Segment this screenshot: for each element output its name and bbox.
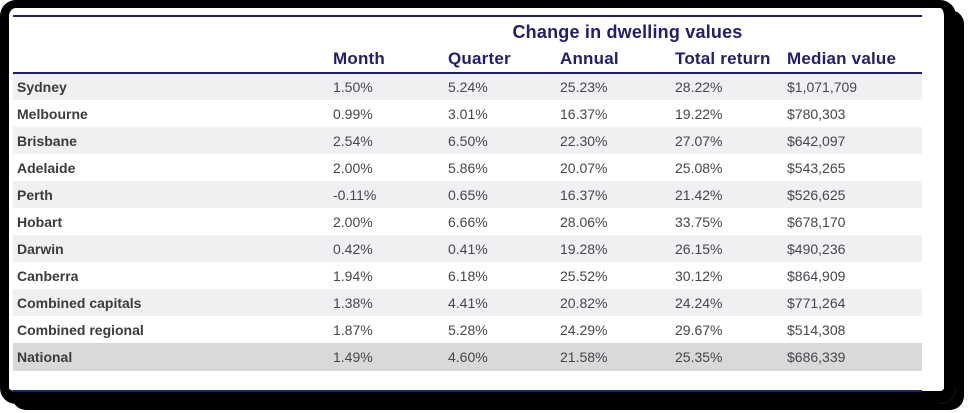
cell-total-return: 24.24% [675,289,787,316]
cell-month: 2.54% [333,127,448,154]
row-label: Adelaide [17,159,76,176]
row-label: Brisbane [13,127,333,154]
cell-quarter: 0.65% [448,181,560,208]
top-divider [13,15,922,17]
cell-total-return: 25.35% [675,343,787,371]
row-label: Perth [13,181,333,208]
cell-median-value: $526,625 [787,181,922,208]
table-row-sydney: Sydney 1.50% 5.24% 25.23% 28.22% $1,071,… [13,73,922,100]
cell-annual: 25.52% [560,267,608,284]
column-header-annual: Annual [560,47,675,74]
cell-total-return: 27.07% [675,127,787,154]
cell-quarter: 4.60% [448,343,560,371]
cell-median-value: $780,303 [787,105,846,122]
bottom-divider [13,390,922,392]
cell-month: 1.49% [333,343,448,371]
column-header-month: Month [333,47,448,74]
cell-median-value: $1,071,709 [787,73,922,100]
dwelling-values-table: Month Quarter Annual Total return Median… [13,47,922,371]
cell-quarter: 6.50% [448,127,560,154]
cell-annual: 24.29% [560,321,608,338]
cell-month: 1.38% [333,289,448,316]
cell-median-value: $642,097 [787,127,922,154]
cell-median-value: $864,909 [787,267,846,284]
cell-month: 1.94% [333,267,373,284]
cell-total-return: 19.22% [675,105,723,122]
table-row-brisbane: Brisbane 2.54% 6.50% 22.30% 27.07% $642,… [13,127,922,154]
table-row-hobart: Hobart 2.00% 6.66% 28.06% 33.75% $678,17… [13,208,922,235]
row-label: Combined regional [17,321,144,338]
table-row-combined-capitals: Combined capitals 1.38% 4.41% 20.82% 24.… [13,289,922,316]
cell-month: -0.11% [333,181,448,208]
cell-median-value: $678,170 [787,213,846,230]
row-header-spacer [13,47,333,74]
cell-quarter: 3.01% [448,105,488,122]
cell-annual: 28.06% [560,213,608,230]
cell-month: 1.87% [333,321,373,338]
cell-quarter: 6.66% [448,213,488,230]
row-label: Melbourne [17,105,88,122]
cell-annual: 22.30% [560,127,675,154]
column-header-quarter: Quarter [448,47,560,74]
cell-total-return: 26.15% [675,235,787,262]
table-row-canberra: Canberra 1.94% 6.18% 25.52% 30.12% $864,… [13,262,922,289]
cell-month: 2.00% [333,159,373,176]
cell-annual: 25.23% [560,73,675,100]
cell-median-value: $543,265 [787,159,846,176]
cell-total-return: 33.75% [675,213,723,230]
cell-annual: 21.58% [560,343,675,371]
cell-median-value: $686,339 [787,343,922,371]
cell-median-value: $771,264 [787,289,922,316]
cell-annual: 16.37% [560,181,675,208]
cell-total-return: 29.67% [675,321,723,338]
row-label: Hobart [17,213,63,230]
table-row-perth: Perth -0.11% 0.65% 16.37% 21.42% $526,62… [13,181,922,208]
row-label: Canberra [17,267,79,284]
row-label: Sydney [13,73,333,100]
cell-annual: 19.28% [560,235,675,262]
column-header-total-return: Total return [675,47,787,74]
table-row-adelaide: Adelaide 2.00% 5.86% 20.07% 25.08% $543,… [13,154,922,181]
table-title: Change in dwelling values [512,22,743,42]
cell-annual: 20.82% [560,289,675,316]
cell-month: 2.00% [333,213,373,230]
row-label: Darwin [13,235,333,262]
table-row-melbourne: Melbourne 0.99% 3.01% 16.37% 19.22% $780… [13,100,922,127]
header-row: Month Quarter Annual Total return Median… [13,47,922,74]
cell-quarter: 0.41% [448,235,560,262]
column-header-median-value: Median value [787,47,922,74]
cell-month: 1.50% [333,73,448,100]
cell-quarter: 6.18% [448,267,488,284]
cell-median-value: $490,236 [787,235,922,262]
row-label: National [13,343,333,371]
cell-total-return: 30.12% [675,267,723,284]
cell-total-return: 21.42% [675,181,787,208]
cell-quarter: 5.28% [448,321,488,338]
cell-month: 0.99% [333,105,373,122]
cell-quarter: 4.41% [448,289,560,316]
cell-total-return: 25.08% [675,159,723,176]
table-row-darwin: Darwin 0.42% 0.41% 19.28% 26.15% $490,23… [13,235,922,262]
title-row: Change in dwelling values [13,17,922,47]
cell-month: 0.42% [333,235,448,262]
dwelling-values-table-panel: Change in dwelling values Month Quarter … [13,15,922,392]
cell-quarter: 5.86% [448,159,488,176]
table-row-national: National 1.49% 4.60% 21.58% 25.35% $686,… [13,343,922,371]
cell-quarter: 5.24% [448,73,560,100]
table-row-combined-regional: Combined regional 1.87% 5.28% 24.29% 29.… [13,316,922,343]
cell-annual: 20.07% [560,159,608,176]
row-label: Combined capitals [13,289,333,316]
cell-annual: 16.37% [560,105,608,122]
cell-total-return: 28.22% [675,73,787,100]
cell-median-value: $514,308 [787,321,846,338]
